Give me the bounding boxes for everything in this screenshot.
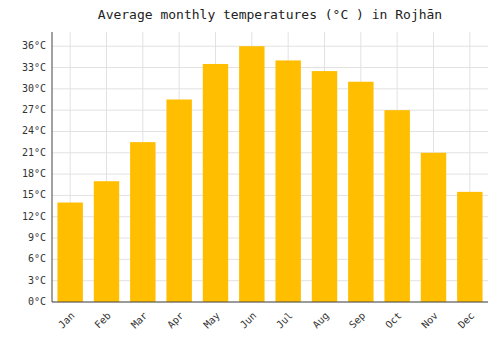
chart-title: Average monthly temperatures (°C ) in Ro… <box>98 7 442 22</box>
y-tick-label: 3°C <box>28 275 46 286</box>
bar <box>348 82 373 302</box>
y-grid-line <box>52 88 488 89</box>
bar <box>239 46 264 302</box>
axes: 0°C 3°C 6°C 9°C 12°C 15°C 18°C 21°C 24°C 27°C 30°C… <box>22 32 488 330</box>
bar <box>384 110 409 302</box>
x-tick-label: Apr <box>165 310 186 331</box>
y-tick-label: 21°C <box>22 147 46 158</box>
x-tick-label: May <box>201 310 222 331</box>
y-grid-line <box>52 302 488 303</box>
bars <box>57 46 482 302</box>
chart-container: 0°C 3°C 6°C 9°C 12°C 15°C 18°C 21°C 24°C 27°C 30°C… <box>0 0 500 350</box>
y-tick-label: 9°C <box>28 232 46 243</box>
bar <box>275 60 300 302</box>
bar <box>203 64 228 302</box>
y-tick-label: 6°C <box>28 253 46 264</box>
bar <box>57 203 82 302</box>
y-grid-line <box>52 46 488 47</box>
x-tick-label: Feb <box>92 310 113 331</box>
y-axis-line <box>52 32 53 302</box>
y-tick-label: 0°C <box>28 296 46 307</box>
y-tick-label: 12°C <box>22 211 46 222</box>
x-axis-line <box>52 302 488 303</box>
x-tick-label: Jul <box>274 310 295 331</box>
y-tick-label: 18°C <box>22 168 46 179</box>
y-grid-line <box>52 67 488 68</box>
x-tick-label: Sep <box>347 310 368 331</box>
y-tick-label: 24°C <box>22 125 46 136</box>
y-tick-label: 27°C <box>22 104 46 115</box>
y-tick-label: 33°C <box>22 62 46 73</box>
bar <box>421 153 446 302</box>
x-tick-label: Nov <box>419 310 440 331</box>
bar <box>166 100 191 303</box>
x-tick-label: Jun <box>238 310 259 331</box>
bar <box>94 181 119 302</box>
bar <box>130 142 155 302</box>
x-tick-label: Mar <box>129 310 150 331</box>
y-grid-line <box>52 131 488 132</box>
y-tick-label: 36°C <box>22 40 46 51</box>
bar <box>312 71 337 302</box>
y-tick-label: 30°C <box>22 83 46 94</box>
y-grid-line <box>52 110 488 111</box>
bar <box>457 192 482 302</box>
x-tick-label: Oct <box>383 310 404 331</box>
x-tick-label: Jan <box>56 310 77 331</box>
y-tick-label: 15°C <box>22 189 46 200</box>
grid <box>52 32 488 302</box>
x-tick-label: Dec <box>456 310 477 331</box>
x-tick-label: Aug <box>310 310 331 331</box>
chart-svg: 0°C 3°C 6°C 9°C 12°C 15°C 18°C 21°C 24°C 27°C 30°C… <box>0 0 500 350</box>
